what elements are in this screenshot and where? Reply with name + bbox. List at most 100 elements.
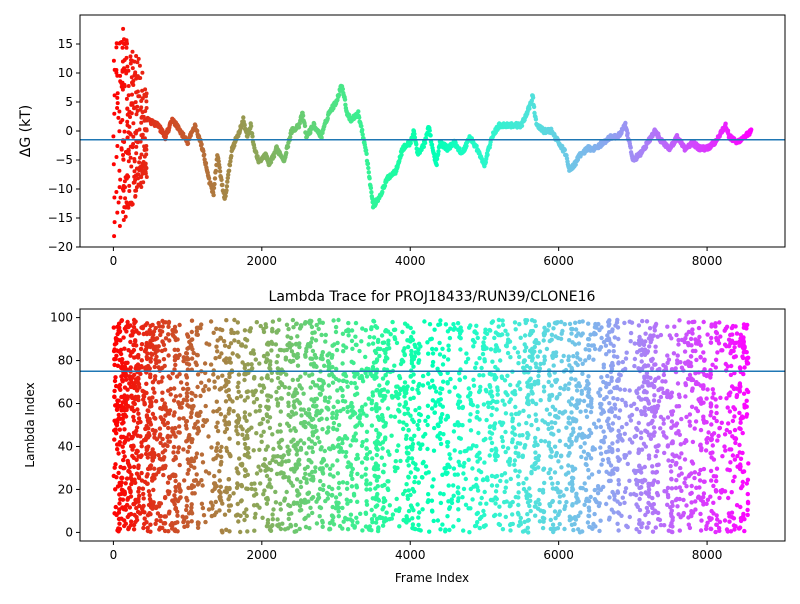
delta-g-point <box>140 115 144 119</box>
lambda-point <box>265 496 269 500</box>
lambda-point <box>239 483 243 487</box>
lambda-point <box>217 407 221 411</box>
lambda-point <box>337 423 341 427</box>
lambda-point <box>397 420 401 424</box>
lambda-point <box>371 390 375 394</box>
lambda-point <box>479 366 483 370</box>
lambda-point <box>266 521 270 525</box>
lambda-point <box>441 362 445 366</box>
lambda-point <box>341 394 345 398</box>
lambda-point <box>396 408 400 412</box>
lambda-point <box>438 322 442 326</box>
lambda-point <box>468 419 472 423</box>
lambda-point <box>495 497 499 501</box>
lambda-point <box>533 345 537 349</box>
lambda-point <box>171 450 175 454</box>
lambda-point <box>417 480 421 484</box>
lambda-point <box>599 462 603 466</box>
lambda-point <box>344 450 348 454</box>
lambda-point <box>468 398 472 402</box>
lambda-point <box>210 514 214 518</box>
lambda-point <box>304 451 308 455</box>
lambda-point <box>296 355 300 359</box>
lambda-point <box>586 381 590 385</box>
delta-g-point <box>133 178 137 182</box>
lambda-point <box>374 520 378 524</box>
lambda-point <box>275 397 279 401</box>
lambda-point <box>368 487 372 491</box>
lambda-point <box>490 441 494 445</box>
lambda-point <box>196 420 200 424</box>
lambda-point <box>570 503 574 507</box>
lambda-point <box>214 327 218 331</box>
lambda-point <box>173 479 177 483</box>
lambda-point <box>213 484 217 488</box>
lambda-point <box>269 524 273 528</box>
lambda-point <box>276 354 280 358</box>
lambda-points <box>112 318 751 535</box>
lambda-point <box>443 529 447 533</box>
lambda-point <box>646 510 650 514</box>
lambda-point <box>364 328 368 332</box>
delta-g-point <box>141 180 145 184</box>
lambda-point <box>583 441 587 445</box>
lambda-point <box>604 344 608 348</box>
lambda-point <box>219 485 223 489</box>
lambda-point <box>336 443 340 447</box>
lambda-point <box>458 400 462 404</box>
lambda-point <box>416 427 420 431</box>
lambda-point <box>542 481 546 485</box>
lambda-point <box>270 329 274 333</box>
delta-g-point <box>125 65 129 69</box>
y-tick-label: 10 <box>58 66 73 80</box>
lambda-point <box>286 392 290 396</box>
lambda-point <box>529 330 533 334</box>
lambda-point <box>516 474 520 478</box>
lambda-point <box>592 512 596 516</box>
lambda-point <box>599 375 603 379</box>
lambda-point <box>262 430 266 434</box>
delta-g-point <box>144 152 148 156</box>
lambda-point <box>601 380 605 384</box>
lambda-point <box>610 376 614 380</box>
lambda-point <box>446 357 450 361</box>
lambda-point <box>516 350 520 354</box>
delta-g-point <box>134 132 138 136</box>
delta-g-point <box>343 97 347 101</box>
lambda-point <box>558 522 562 526</box>
lambda-point <box>408 493 412 497</box>
y-tick-label: −5 <box>55 153 73 167</box>
lambda-point <box>350 328 354 332</box>
lambda-point <box>237 456 241 460</box>
lambda-point <box>279 527 283 531</box>
lambda-point <box>380 456 384 460</box>
lambda-point <box>587 354 591 358</box>
delta-g-point <box>127 84 131 88</box>
lambda-point <box>136 412 140 416</box>
lambda-point <box>397 392 401 396</box>
lambda-point <box>287 386 291 390</box>
lambda-point <box>501 421 505 425</box>
lambda-point <box>182 478 186 482</box>
delta-g-point <box>140 153 144 157</box>
lambda-point <box>402 394 406 398</box>
delta-g-point <box>114 45 118 49</box>
lambda-point <box>235 353 239 357</box>
lambda-point <box>496 454 500 458</box>
lambda-point <box>504 411 508 415</box>
lambda-point <box>478 517 482 521</box>
lambda-point <box>564 426 568 430</box>
lambda-point <box>335 458 339 462</box>
lambda-point <box>294 411 298 415</box>
lambda-point <box>635 428 639 432</box>
lambda-point <box>291 318 295 322</box>
lambda-point <box>152 390 156 394</box>
lambda-point <box>542 355 546 359</box>
lambda-point <box>471 338 475 342</box>
lambda-point <box>619 514 623 518</box>
lambda-point <box>187 468 191 472</box>
lambda-point <box>363 355 367 359</box>
lambda-point <box>184 508 188 512</box>
lambda-point <box>148 530 152 534</box>
